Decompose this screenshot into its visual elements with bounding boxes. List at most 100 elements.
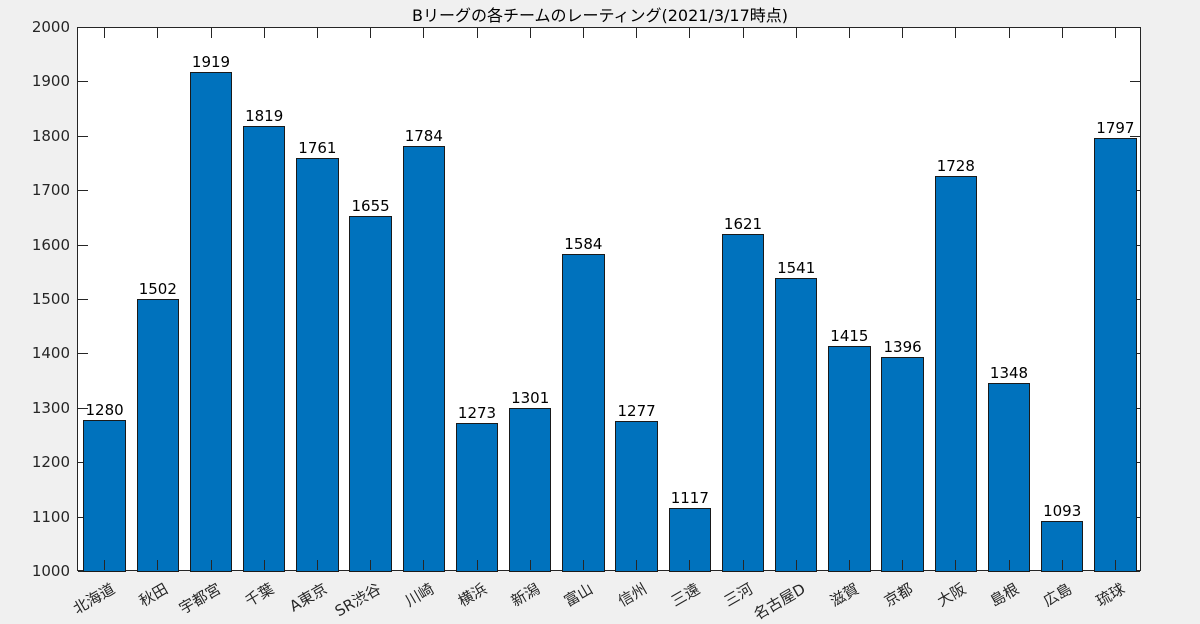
x-tick-mark <box>370 28 372 38</box>
y-tick-label: 1200 <box>31 453 70 472</box>
bar-value-label: 1093 <box>1043 502 1082 521</box>
x-tick-mark <box>157 28 159 38</box>
bar-value-label: 1584 <box>564 235 603 254</box>
bar-value-label: 1797 <box>1096 119 1135 138</box>
bar <box>615 421 658 572</box>
x-tick-mark <box>476 560 478 570</box>
x-tick-mark <box>955 560 957 570</box>
y-tick-label: 1500 <box>31 290 70 308</box>
y-tick-label: 1100 <box>31 507 70 526</box>
x-tick-mark <box>529 560 531 570</box>
x-tick-mark <box>742 28 744 38</box>
x-tick-label: 宇都宮 <box>176 579 225 618</box>
x-tick-mark <box>423 28 425 38</box>
x-tick-label: 千葉 <box>242 579 278 611</box>
y-tick-mark <box>78 516 88 518</box>
x-tick-mark <box>902 560 904 570</box>
x-tick-label: 大阪 <box>933 579 969 611</box>
bar <box>136 298 180 572</box>
x-tick-label: 富山 <box>561 579 597 611</box>
x-tick-label: 広島 <box>1040 579 1076 611</box>
x-tick-label: 横浜 <box>455 579 491 611</box>
bar-value-label: 1655 <box>351 196 390 215</box>
bar-value-label: 1348 <box>989 363 1029 382</box>
bar <box>296 158 339 572</box>
bar-value-label: 1277 <box>617 402 656 421</box>
bar-value-label: 1728 <box>936 156 975 175</box>
x-tick-mark <box>157 560 159 570</box>
x-tick-mark <box>689 28 691 38</box>
bar-value-label: 1784 <box>404 126 443 145</box>
bar <box>934 175 978 572</box>
x-tick-label: 琉球 <box>1093 579 1129 611</box>
y-tick-mark <box>78 135 88 137</box>
x-tick-mark <box>955 28 957 38</box>
bar-value-label: 1117 <box>670 489 709 508</box>
x-tick-mark <box>582 28 584 38</box>
bar-value-label: 1415 <box>830 327 869 346</box>
x-tick-label: 川崎 <box>401 579 437 611</box>
bar <box>349 215 392 572</box>
x-tick-label: SR渋谷 <box>331 579 384 621</box>
x-tick-mark <box>210 560 212 570</box>
x-tick-mark <box>316 28 318 38</box>
y-tick-mark <box>1130 81 1140 83</box>
x-tick-mark <box>689 560 691 570</box>
x-tick-mark <box>104 560 106 570</box>
y-tick-mark <box>78 571 88 572</box>
x-tick-mark <box>370 560 372 570</box>
x-tick-label: 新潟 <box>508 579 544 611</box>
x-tick-mark <box>848 28 850 38</box>
bar <box>189 72 233 572</box>
bar <box>562 254 605 572</box>
x-tick-mark <box>742 560 744 570</box>
bar <box>1094 138 1137 572</box>
bar <box>508 408 552 572</box>
y-tick-label: 1000 <box>31 562 70 580</box>
bar-value-label: 1621 <box>723 215 763 234</box>
bar-value-label: 1819 <box>245 107 284 126</box>
x-tick-label: 島根 <box>987 579 1023 611</box>
x-tick-mark <box>1061 560 1063 570</box>
y-tick-label: 1800 <box>31 126 70 145</box>
y-tick-mark <box>78 353 88 355</box>
bar-value-label: 1280 <box>85 400 124 419</box>
x-tick-mark <box>636 560 638 570</box>
x-tick-mark <box>795 560 797 570</box>
bar-value-label: 1502 <box>138 279 177 298</box>
x-tick-mark <box>902 28 904 38</box>
bar-value-label: 1396 <box>883 337 922 356</box>
x-tick-label: 滋賀 <box>827 579 863 611</box>
y-tick-label: 1700 <box>31 181 70 200</box>
bar-value-label: 1273 <box>457 404 497 423</box>
x-tick-mark <box>1114 28 1116 38</box>
y-tick-label: 1300 <box>31 398 70 417</box>
bar <box>881 356 924 572</box>
x-tick-mark <box>795 28 797 38</box>
x-tick-label: 京都 <box>880 579 916 611</box>
y-tick-mark <box>1130 27 1140 28</box>
bar <box>721 234 765 572</box>
x-tick-mark <box>263 28 265 38</box>
x-tick-label: 三遠 <box>667 579 703 611</box>
y-tick-mark <box>78 81 88 83</box>
x-tick-mark <box>210 28 212 38</box>
x-tick-mark <box>529 28 531 38</box>
y-tick-mark <box>78 407 88 409</box>
x-tick-mark <box>263 560 265 570</box>
x-tick-mark <box>1008 28 1010 38</box>
x-tick-mark <box>848 560 850 570</box>
chart-title: Bリーグの各チームのレーティング(2021/3/17時点) <box>411 6 789 25</box>
x-tick-mark <box>1061 28 1063 38</box>
x-tick-mark <box>1114 560 1116 570</box>
bar <box>987 382 1031 572</box>
x-tick-mark <box>476 28 478 38</box>
y-tick-mark <box>1130 135 1140 137</box>
x-tick-label: A東京 <box>286 579 331 616</box>
x-tick-mark <box>636 28 638 38</box>
bar <box>828 346 871 572</box>
bar <box>455 423 499 572</box>
bar <box>402 145 446 572</box>
y-tick-mark <box>78 190 88 192</box>
bar <box>774 277 818 572</box>
